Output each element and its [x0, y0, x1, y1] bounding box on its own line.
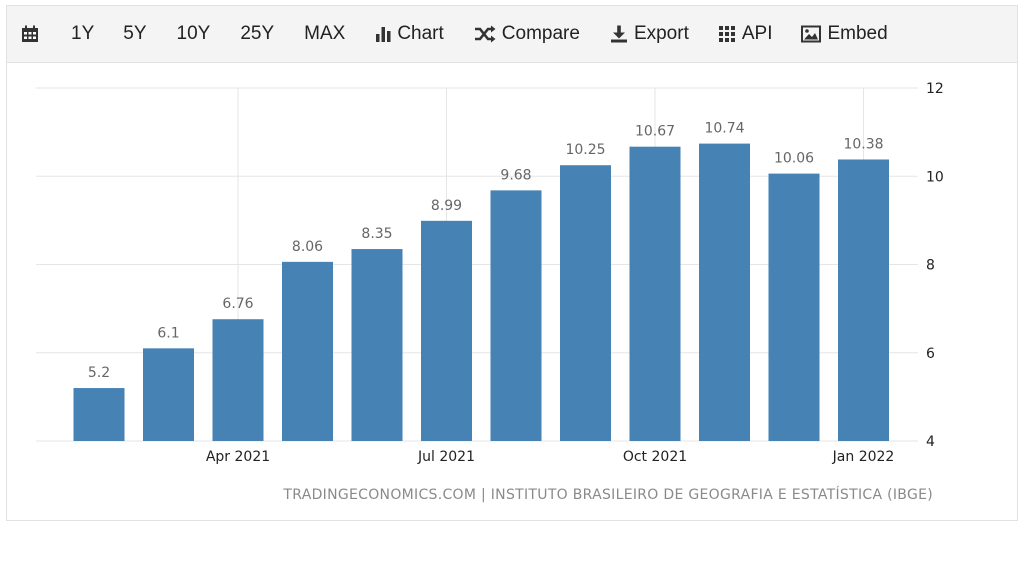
bar[interactable] — [351, 249, 403, 441]
range-1y-label: 1Y — [71, 23, 95, 44]
bar[interactable] — [560, 165, 611, 441]
chart-x-axis: Apr 2021 Jul 2021 Oct 2021 Jan 2022 — [206, 449, 894, 465]
bar[interactable] — [421, 220, 472, 441]
bar-value-label: 10.38 — [843, 136, 883, 152]
bar-value-label: 10.25 — [565, 142, 605, 158]
range-25y-label: 25Y — [240, 23, 275, 44]
range-25y-button[interactable]: 25Y — [240, 6, 274, 62]
y-tick-label: 6 — [926, 346, 935, 362]
chart-type-button[interactable]: Chart — [375, 6, 444, 62]
bar[interactable] — [490, 190, 542, 441]
bar[interactable] — [838, 159, 889, 442]
chart-toolbar: 1Y 5Y 10Y 25Y MAX Chart — [7, 6, 1017, 63]
bar-value-label: 10.67 — [635, 124, 675, 140]
range-max-label: MAX — [304, 23, 346, 44]
export-button[interactable]: Export — [610, 6, 689, 62]
grid-icon — [718, 25, 736, 43]
range-10y-label: 10Y — [176, 23, 211, 44]
source-attribution: TRADINGECONOMICS.COM | INSTITUTO BRASILE… — [283, 487, 933, 503]
y-tick-label: 8 — [926, 258, 935, 274]
range-1y-button[interactable]: 1Y — [71, 6, 94, 62]
download-icon — [610, 25, 628, 43]
calendar-icon — [21, 25, 39, 43]
embed-label: Embed — [827, 23, 888, 44]
bar[interactable] — [73, 388, 125, 441]
bar-value-label: 8.06 — [292, 239, 323, 255]
bar-value-label: 5.2 — [88, 365, 110, 381]
x-tick-label: Jan 2022 — [832, 449, 895, 465]
y-tick-label: 10 — [926, 169, 944, 185]
export-label: Export — [633, 23, 689, 44]
range-5y-label: 5Y — [123, 23, 147, 44]
api-button[interactable]: API — [718, 6, 773, 62]
bar-value-label: 8.99 — [431, 198, 462, 214]
bar-value-label: 6.76 — [222, 296, 253, 312]
bar[interactable] — [768, 173, 820, 442]
bar[interactable] — [143, 348, 194, 441]
bar[interactable] — [629, 146, 681, 441]
range-10y-button[interactable]: 10Y — [177, 6, 211, 62]
range-5y-button[interactable]: 5Y — [123, 6, 146, 62]
bar-value-label: 8.35 — [361, 226, 392, 242]
x-tick-label: Jul 2021 — [417, 449, 475, 465]
y-tick-label: 4 — [926, 434, 935, 450]
bar-value-label: 6.1 — [157, 325, 179, 341]
shuffle-icon — [474, 25, 496, 43]
compare-label: Compare — [501, 23, 580, 44]
bar[interactable] — [699, 143, 750, 441]
compare-button[interactable]: Compare — [474, 6, 580, 62]
chart-bars — [73, 143, 889, 442]
bar-value-label: 9.68 — [500, 167, 531, 183]
api-label: API — [741, 23, 773, 44]
chart-type-label: Chart — [397, 23, 444, 44]
bar[interactable] — [282, 261, 333, 441]
y-tick-label: 12 — [926, 81, 944, 97]
embed-button[interactable]: Embed — [801, 6, 888, 62]
x-tick-label: Oct 2021 — [623, 449, 687, 465]
bar-value-label: 10.06 — [774, 151, 814, 167]
bar-value-label: 10.74 — [704, 121, 744, 137]
bar[interactable] — [212, 319, 264, 441]
chart-bar-labels: 5.2 6.1 6.76 8.06 8.35 8.99 9.68 10.25 10.67 10.7… — [88, 121, 884, 381]
bar-chart-icon — [375, 25, 393, 43]
x-tick-label: Apr 2021 — [206, 449, 270, 465]
chart-y-axis: 4 6 8 10 12 — [926, 81, 944, 450]
calendar-button[interactable] — [21, 6, 39, 62]
range-max-button[interactable]: MAX — [304, 6, 345, 62]
image-icon — [801, 25, 822, 43]
